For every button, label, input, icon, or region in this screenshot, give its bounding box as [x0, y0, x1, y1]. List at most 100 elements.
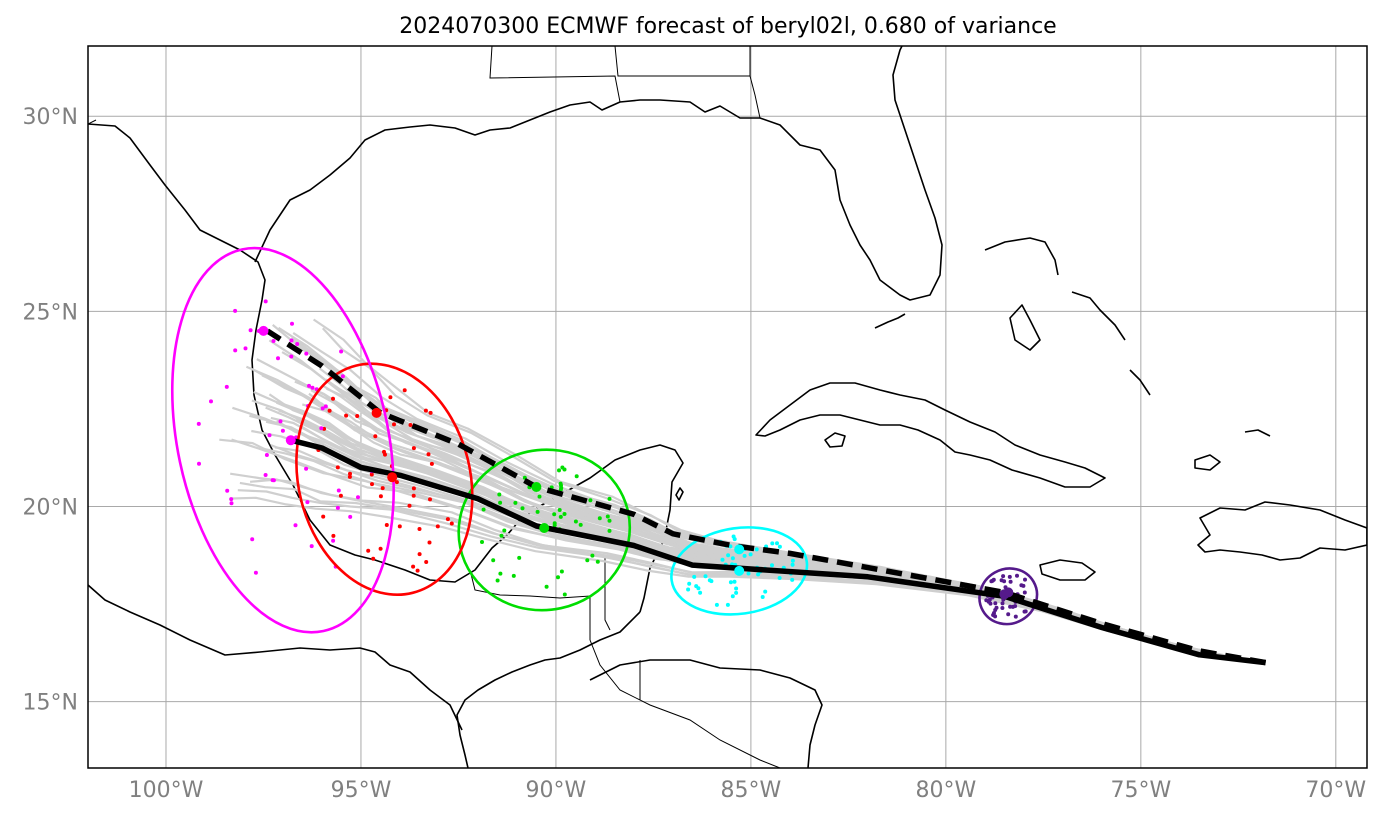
day3-member-position: [557, 468, 561, 473]
day3-member-position: [585, 558, 590, 563]
chart-title: 2024070300 ECMWF forecast of beryl02l, 0…: [399, 14, 1056, 39]
day5-member-position: [304, 466, 309, 471]
day4-member-position: [411, 493, 416, 498]
map-frame-bg: [88, 46, 1367, 768]
day3-mean-position: [531, 482, 542, 492]
day2-member-position: [775, 541, 779, 546]
day3-member-position: [491, 558, 496, 563]
day5-member-position: [348, 514, 353, 519]
day5-member-position: [233, 308, 238, 313]
y-tick-label: 15°N: [23, 691, 78, 716]
day4-member-position: [335, 465, 340, 470]
day2-member-position: [748, 552, 753, 557]
day3-member-position: [557, 508, 562, 512]
day4-mean-position: [387, 472, 398, 483]
day1-member-position: [1022, 590, 1027, 595]
day5-member-position: [336, 488, 341, 493]
day2-member-position: [790, 562, 795, 567]
day2-mean-position: [734, 544, 745, 555]
day1-member-position: [993, 601, 998, 606]
day5-member-position: [319, 426, 324, 431]
day5-member-position: [248, 328, 253, 333]
day4-member-position: [344, 413, 349, 418]
day4-member-position: [388, 395, 393, 400]
day1-member-position: [988, 601, 993, 606]
day2-member-position: [726, 553, 731, 558]
day3-member-position: [558, 481, 563, 486]
day4-member-position: [429, 461, 434, 466]
y-axis-tick-labels: 15°N 20°N 25°N 30°N: [23, 105, 78, 715]
day3-member-position: [559, 569, 564, 574]
day4-member-position: [392, 422, 396, 427]
day4-member-position: [423, 408, 428, 413]
x-tick-label: 85°W: [721, 778, 782, 803]
bahamas-long: [1129, 369, 1151, 396]
day5-member-position: [289, 354, 294, 359]
day4-member-position: [371, 556, 376, 561]
day5-member-position: [267, 433, 272, 438]
day3-member-position: [495, 578, 500, 583]
day4-member-position: [407, 503, 412, 508]
day4-member-position: [435, 524, 440, 529]
day4-member-position: [370, 482, 374, 487]
day2-member-position: [730, 594, 735, 599]
day3-member-position: [605, 514, 610, 519]
day5-member-position: [320, 406, 325, 411]
state-borders: [489, 46, 761, 119]
day1-member-position: [1023, 577, 1027, 582]
day2-member-position: [742, 553, 747, 558]
day1-member-position: [1001, 574, 1006, 579]
day4-member-position: [327, 408, 332, 413]
day3-member-position: [552, 523, 557, 528]
day5-member-position: [310, 385, 315, 390]
day3-member-position: [498, 500, 503, 505]
day5-member-position: [209, 399, 213, 404]
y-tick-label: 25°N: [23, 300, 78, 325]
day4-member-position: [380, 486, 385, 491]
day4-member-position: [347, 474, 352, 479]
day2-mean-position: [734, 565, 745, 576]
day5-member-position: [295, 342, 300, 346]
day5-member-position: [331, 538, 336, 543]
spread-ellipses: [170, 246, 1039, 634]
day5-member-position: [224, 384, 229, 389]
day3-member-position: [559, 485, 564, 490]
day4-member-position: [355, 414, 360, 418]
day1-member-position: [1013, 614, 1018, 619]
day3-member-position: [607, 518, 612, 523]
day5-spread-ellipse: [170, 246, 395, 634]
x-tick-label: 70°W: [1305, 778, 1366, 803]
day2-member-position: [725, 602, 730, 607]
day2-member-position: [703, 574, 708, 579]
day1-member-position: [991, 577, 996, 582]
day2-member-position: [709, 579, 714, 584]
florida-keys: [874, 313, 906, 329]
day3-member-position: [517, 555, 522, 560]
day4-member-position: [378, 546, 383, 551]
day5-member-position: [289, 338, 294, 343]
day4-member-position: [402, 388, 407, 393]
day4-member-position: [366, 548, 371, 553]
day5-member-position: [278, 419, 283, 424]
day5-member-position: [229, 497, 234, 502]
day3-member-position: [480, 540, 484, 544]
day3-member-position: [544, 584, 549, 589]
day5-member-position: [340, 374, 345, 379]
bahamas-inagua: [1194, 454, 1221, 471]
day4-member-position: [424, 560, 429, 564]
day3-member-position: [511, 573, 516, 578]
day3-member-position: [597, 516, 602, 521]
x-tick-label: 90°W: [526, 778, 587, 803]
day3-member-position: [590, 553, 595, 558]
day5-member-position: [304, 351, 309, 356]
y-tick-label: 30°N: [23, 105, 78, 130]
day2-member-position: [692, 574, 697, 579]
day5-member-position: [307, 383, 311, 388]
x-axis-tick-labels: 100°W 95°W 90°W 85°W 80°W 75°W 70°W: [129, 778, 1367, 803]
gulf-coastline: [88, 123, 684, 613]
day4-member-position: [426, 452, 431, 457]
day2-member-position: [763, 589, 768, 594]
day1-member-position: [993, 608, 998, 612]
day4-member-position: [321, 514, 326, 519]
day2-spread-ellipse: [670, 526, 809, 616]
